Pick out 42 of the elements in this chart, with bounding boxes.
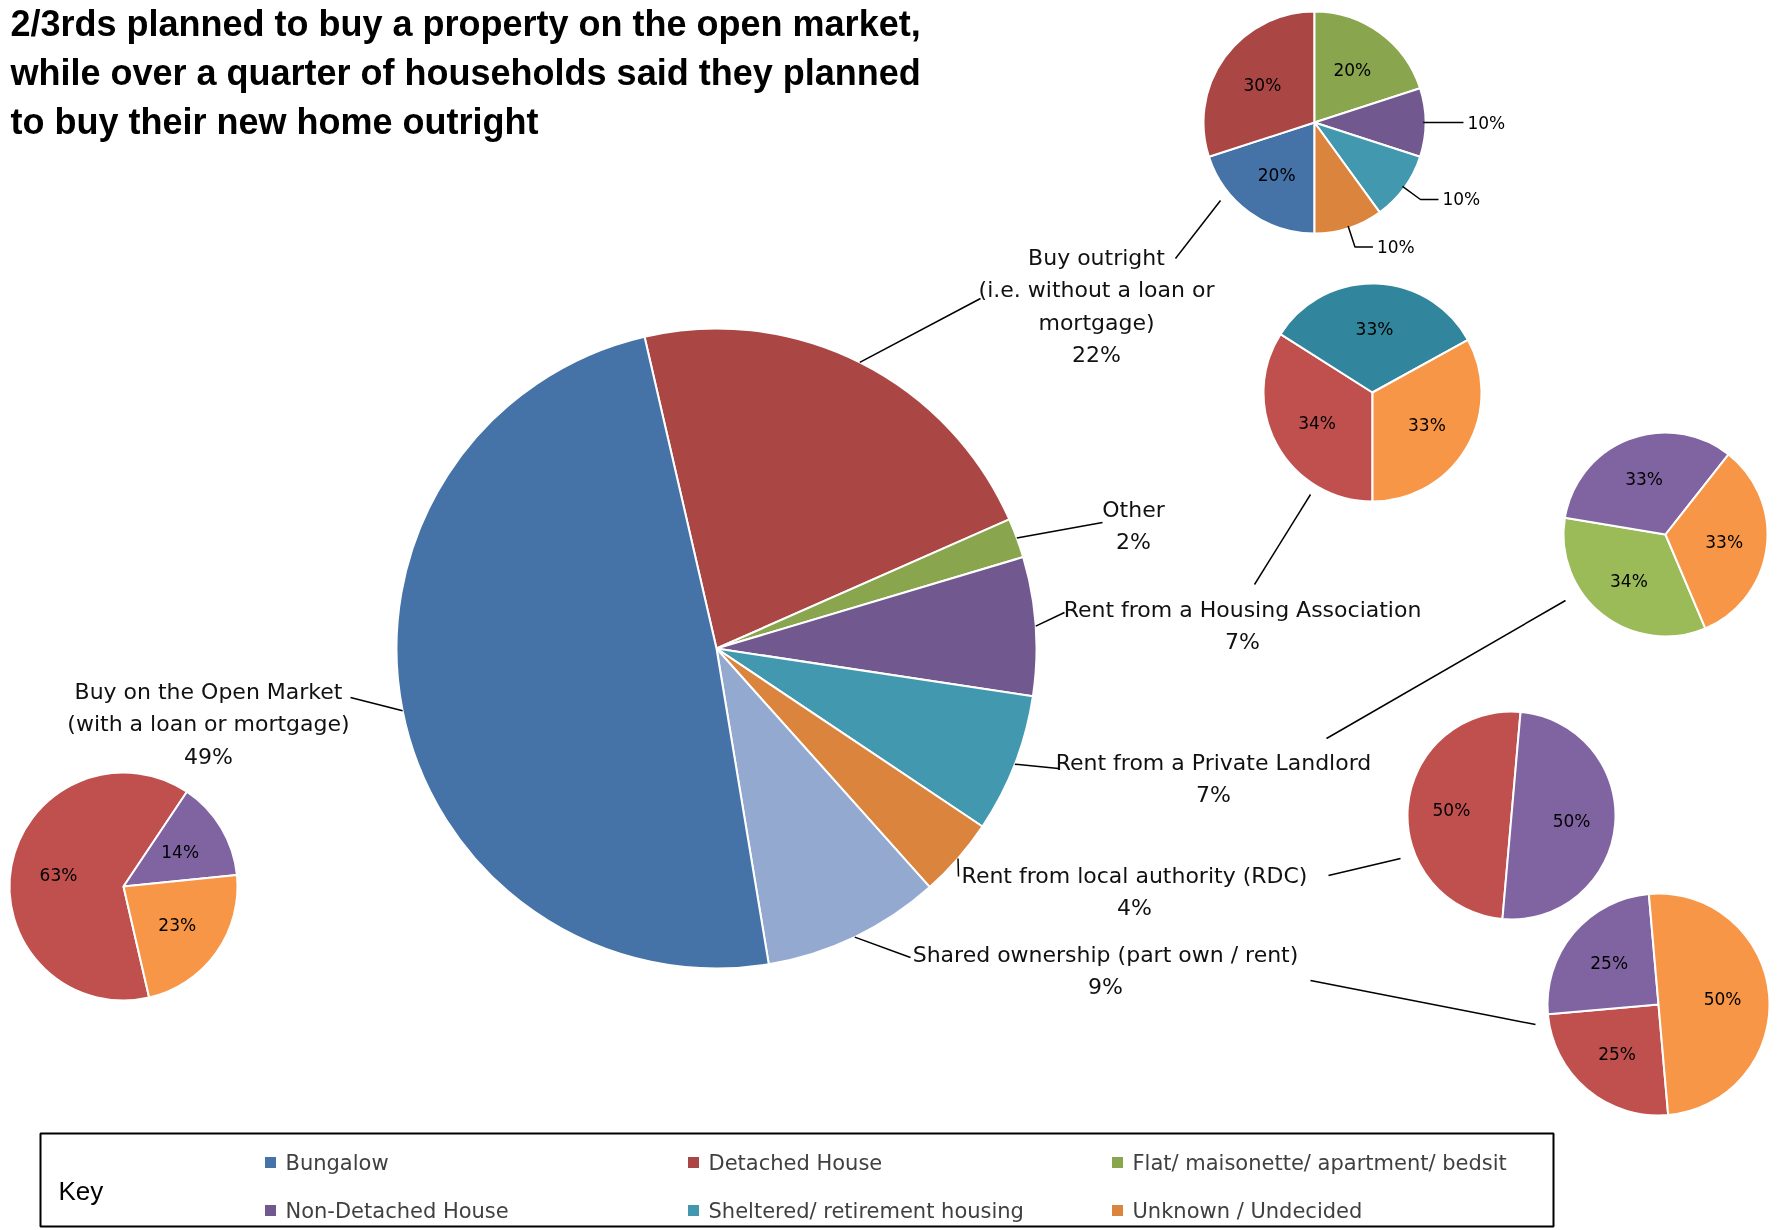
data-label: 7% <box>1196 782 1231 807</box>
data-label: 33% <box>1625 469 1664 490</box>
data-label: 33% <box>1355 319 1394 340</box>
data-label: 9% <box>1088 974 1123 999</box>
data-label: 10% <box>1442 189 1481 210</box>
data-label: 25% <box>1598 1043 1637 1064</box>
slice-label: Shared ownership (part own / rent) <box>912 941 1299 967</box>
legend-label: Detached House <box>708 1150 883 1175</box>
legend-label: Sheltered/ retirement housing <box>708 1198 1024 1223</box>
legend-label: Bungalow <box>285 1150 389 1175</box>
slice-label: Other <box>1102 496 1166 522</box>
chart-title: 2/3rds planned to buy a property on the open market, while over a quarter of households said they planned to buy their new home outright <box>9 2 921 142</box>
legend-label: Unknown / Undecided <box>1132 1198 1363 1223</box>
data-label: 50% <box>1703 988 1742 1009</box>
data-label: 2% <box>1116 529 1151 554</box>
data-label: 23% <box>158 914 197 935</box>
data-label: 50% <box>1552 810 1591 831</box>
data-label: 34% <box>1610 570 1648 591</box>
data-label: 63% <box>39 864 78 885</box>
data-label: 25% <box>1590 953 1629 974</box>
data-label: 33% <box>1705 532 1744 553</box>
slice-label: Buy outright (i.e. without a loan or mortgage) <box>978 244 1216 335</box>
data-label: 34% <box>1298 412 1336 433</box>
legend-title: Key <box>58 1175 104 1206</box>
data-label: 49% <box>184 743 233 769</box>
slice-label: Rent from local authority (RDC) <box>961 862 1308 888</box>
data-label: 30% <box>1243 74 1282 95</box>
data-label: 20% <box>1257 164 1296 185</box>
slice-label: Rent from a Housing Association <box>1063 596 1422 622</box>
data-label: 20% <box>1333 60 1372 81</box>
data-label: 50% <box>1432 800 1471 821</box>
slice-label: Rent from a Private Landlord <box>1055 749 1372 775</box>
data-label: 10% <box>1376 237 1415 258</box>
data-label: 22% <box>1072 342 1121 367</box>
data-label: 14% <box>161 842 200 863</box>
data-label: 7% <box>1225 629 1260 654</box>
legend-label: Non-Detached House <box>285 1198 509 1223</box>
slice-label: Buy on the Open Market (with a loan or mortgage) <box>67 678 350 736</box>
data-label: 33% <box>1408 414 1446 435</box>
legend-label: Flat/ maisonette/ apartment/ bedsit <box>1132 1150 1507 1175</box>
data-label: 10% <box>1467 112 1506 133</box>
data-label: 4% <box>1117 895 1152 920</box>
